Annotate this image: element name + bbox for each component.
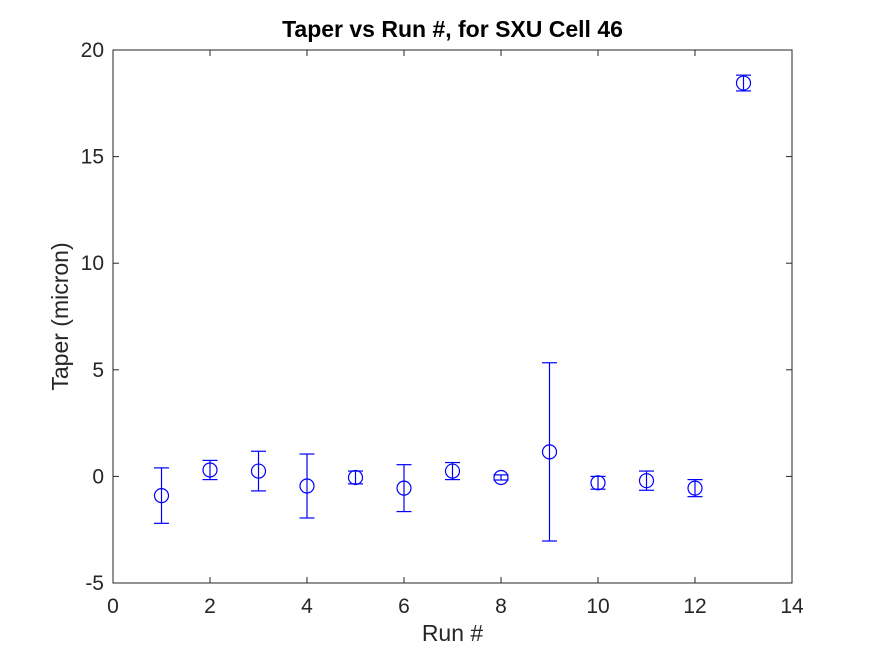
x-tick-label: 4 [301, 595, 313, 618]
errorbar-point [687, 478, 703, 498]
data-point-marker [202, 462, 218, 478]
errorbar-point [299, 453, 315, 519]
data-point-marker [396, 480, 412, 496]
data-point-marker [250, 463, 267, 479]
x-tick-label: 2 [204, 595, 216, 618]
errorbar-point [347, 469, 364, 486]
errorbar-point [493, 469, 509, 486]
errorbar-point [541, 362, 558, 542]
errorbar-point [153, 467, 170, 524]
y-axis-label: Taper (micron) [47, 242, 73, 390]
plot-area [112, 49, 793, 584]
y-tick-label: 20 [81, 39, 104, 62]
y-tick-label: 0 [92, 465, 104, 488]
errorbar-point [735, 74, 752, 92]
data-point-marker [541, 444, 558, 460]
data-point-marker [153, 487, 170, 504]
y-tick-label: 10 [81, 252, 104, 275]
data-point-marker [735, 75, 752, 91]
errorbar-point [396, 464, 412, 513]
data-point-marker [444, 463, 461, 479]
y-tick-label: -5 [85, 572, 104, 595]
x-axis-label: Run # [422, 620, 484, 646]
chart-title: Taper vs Run #, for SXU Cell 46 [282, 16, 623, 42]
data-point-marker [347, 469, 364, 486]
x-tick-label: 0 [107, 595, 119, 618]
errorbar-point [638, 470, 655, 491]
data-point-marker [493, 469, 509, 486]
errorbar-point [202, 459, 218, 481]
data-point-marker [299, 478, 315, 494]
errorbar-point [444, 461, 461, 481]
x-tick-label: 12 [683, 595, 706, 618]
data-point-marker [638, 473, 655, 489]
x-tick-label: 8 [495, 595, 507, 618]
data-point-marker [590, 475, 606, 491]
y-tick-label: 5 [92, 359, 104, 382]
y-tick-label: 15 [81, 146, 104, 169]
x-tick-label: 14 [780, 595, 804, 618]
errorbar-point [590, 475, 606, 491]
data-point-marker [687, 480, 703, 496]
x-tick-label: 10 [586, 595, 609, 618]
errorbar-series [153, 74, 752, 542]
x-tick-label: 6 [398, 595, 410, 618]
errorbar-point [250, 450, 267, 492]
